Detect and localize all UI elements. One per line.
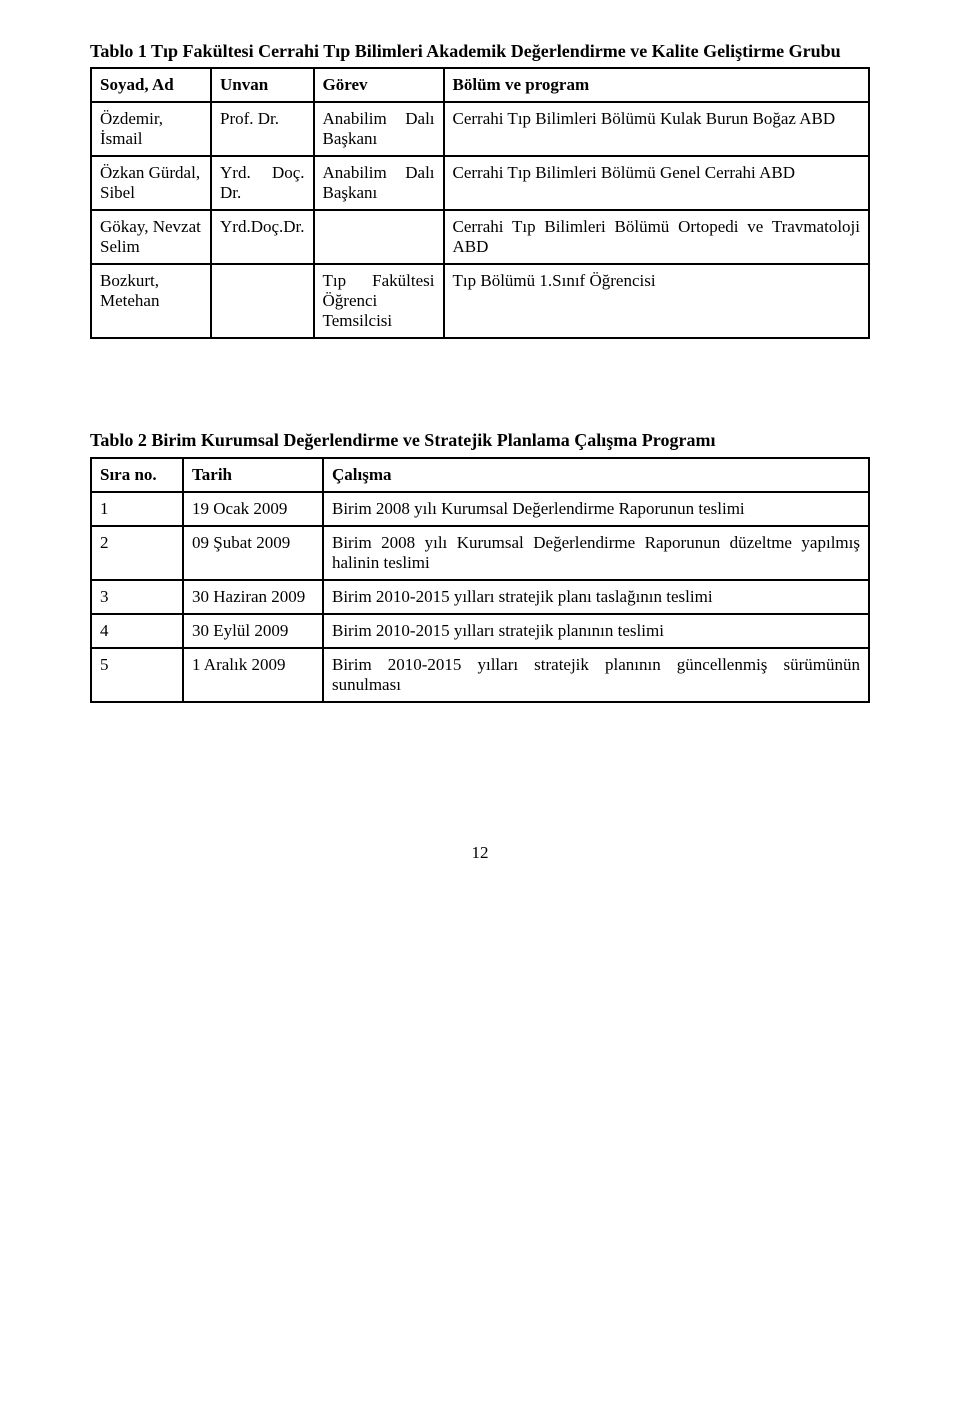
table1-header-row: Soyad, Ad Unvan Görev Bölüm ve program <box>91 68 869 102</box>
table-cell: 4 <box>91 614 183 648</box>
table2-col-header: Çalışma <box>323 458 869 492</box>
table2-title: Tablo 2 Birim Kurumsal Değerlendirme ve … <box>90 429 870 452</box>
table-row: 4 30 Eylül 2009 Birim 2010-2015 yılları … <box>91 614 869 648</box>
table-cell: Birim 2010-2015 yılları stratejik planı … <box>323 580 869 614</box>
table2-col-header: Sıra no. <box>91 458 183 492</box>
table-row: 2 09 Şubat 2009 Birim 2008 yılı Kurumsal… <box>91 526 869 580</box>
table-cell: 30 Eylül 2009 <box>183 614 323 648</box>
table-cell: Birim 2010-2015 yılları stratejik planın… <box>323 614 869 648</box>
table1-title: Tablo 1 Tıp Fakültesi Cerrahi Tıp Biliml… <box>90 40 870 63</box>
table-cell: Bozkurt, Metehan <box>91 264 211 338</box>
table-cell: 19 Ocak 2009 <box>183 492 323 526</box>
table-cell: Prof. Dr. <box>211 102 314 156</box>
table-cell <box>314 210 444 264</box>
table-cell: Yrd.Doç.Dr. <box>211 210 314 264</box>
table-cell: 2 <box>91 526 183 580</box>
table-cell: Birim 2010-2015 yılları stratejik planın… <box>323 648 869 702</box>
table-cell <box>211 264 314 338</box>
table-cell: Yrd. Doç. Dr. <box>211 156 314 210</box>
table-row: Özdemir, İsmail Prof. Dr. Anabilim Dalı … <box>91 102 869 156</box>
table-cell: Tıp Fakültesi Öğrenci Temsilcisi <box>314 264 444 338</box>
table2-col-header: Tarih <box>183 458 323 492</box>
table-cell: Anabilim Dalı Başkanı <box>314 102 444 156</box>
table-cell: 1 <box>91 492 183 526</box>
table-cell: 30 Haziran 2009 <box>183 580 323 614</box>
table-row: Özkan Gürdal, Sibel Yrd. Doç. Dr. Anabil… <box>91 156 869 210</box>
table-cell: 5 <box>91 648 183 702</box>
table-cell: Birim 2008 yılı Kurumsal Değerlendirme R… <box>323 492 869 526</box>
table-cell: 3 <box>91 580 183 614</box>
table-cell: Tıp Bölümü 1.Sınıf Öğrencisi <box>444 264 869 338</box>
table-cell: Gökay, Nevzat Selim <box>91 210 211 264</box>
table-row: 5 1 Aralık 2009 Birim 2010-2015 yılları … <box>91 648 869 702</box>
page-number: 12 <box>90 843 870 863</box>
table1-col-header: Bölüm ve program <box>444 68 869 102</box>
table-cell: 09 Şubat 2009 <box>183 526 323 580</box>
table-cell: Özdemir, İsmail <box>91 102 211 156</box>
table2-header-row: Sıra no. Tarih Çalışma <box>91 458 869 492</box>
table-row: 1 19 Ocak 2009 Birim 2008 yılı Kurumsal … <box>91 492 869 526</box>
table-cell: Birim 2008 yılı Kurumsal Değerlendirme R… <box>323 526 869 580</box>
table1-col-header: Unvan <box>211 68 314 102</box>
table-cell: Cerrahi Tıp Bilimleri Bölümü Ortopedi ve… <box>444 210 869 264</box>
table2: Sıra no. Tarih Çalışma 1 19 Ocak 2009 Bi… <box>90 457 870 703</box>
table-cell: Anabilim Dalı Başkanı <box>314 156 444 210</box>
table1-col-header: Görev <box>314 68 444 102</box>
table-row: Bozkurt, Metehan Tıp Fakültesi Öğrenci T… <box>91 264 869 338</box>
table1-col-header: Soyad, Ad <box>91 68 211 102</box>
table-cell: 1 Aralık 2009 <box>183 648 323 702</box>
table-row: 3 30 Haziran 2009 Birim 2010-2015 yıllar… <box>91 580 869 614</box>
table-cell: Cerrahi Tıp Bilimleri Bölümü Kulak Burun… <box>444 102 869 156</box>
table-row: Gökay, Nevzat Selim Yrd.Doç.Dr. Cerrahi … <box>91 210 869 264</box>
spacer <box>90 339 870 429</box>
table-cell: Özkan Gürdal, Sibel <box>91 156 211 210</box>
table-cell: Cerrahi Tıp Bilimleri Bölümü Genel Cerra… <box>444 156 869 210</box>
document-page: Tablo 1 Tıp Fakültesi Cerrahi Tıp Biliml… <box>0 0 960 893</box>
table1: Soyad, Ad Unvan Görev Bölüm ve program Ö… <box>90 67 870 339</box>
